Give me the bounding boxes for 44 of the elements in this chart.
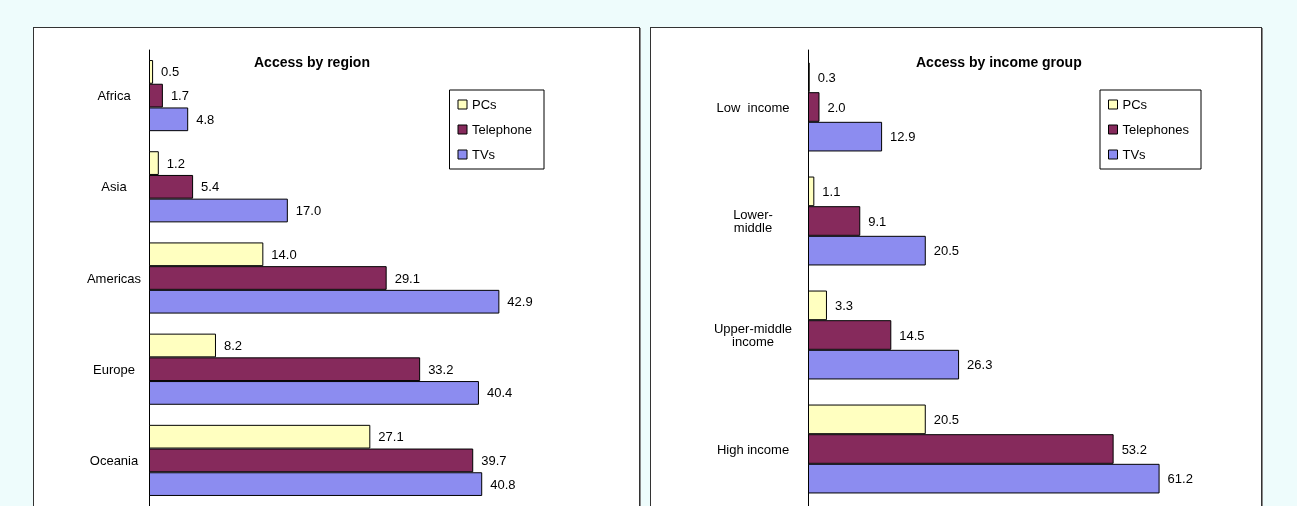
data-label: 1.2 <box>166 155 185 171</box>
legend-label: TVs <box>472 147 496 162</box>
data-label: 1.7 <box>170 88 189 104</box>
y-tick-label: Asia <box>101 179 128 195</box>
chart-title: Access by region <box>254 54 370 70</box>
data-label: 61.2 <box>1167 471 1193 487</box>
data-label: 17.0 <box>295 203 322 219</box>
chart-title: Access by income group <box>916 54 1082 70</box>
y-tick-label: Upper-middle income <box>713 321 793 349</box>
y-tick-label: Oceania <box>89 452 139 468</box>
data-label: 26.3 <box>967 357 993 373</box>
data-label: 39.7 <box>481 452 507 468</box>
data-label: 2.0 <box>827 99 846 115</box>
data-label: 53.2 <box>1121 441 1147 457</box>
data-label: 20.5 <box>933 243 960 259</box>
y-tick-label: Africa <box>97 88 132 104</box>
data-label: 0.3 <box>817 69 836 85</box>
data-label: 0.5 <box>161 64 180 80</box>
legend-label: Telephone <box>472 122 532 137</box>
data-label: 20.5 <box>933 411 960 427</box>
data-label: 8.2 <box>223 337 243 353</box>
data-label: 12.9 <box>890 129 916 145</box>
data-label: 5.4 <box>201 179 220 195</box>
y-tick-label: Europe <box>93 361 135 377</box>
data-label: 14.5 <box>899 327 925 343</box>
legend-label: TVs <box>1122 147 1147 162</box>
data-label: 40.8 <box>490 476 516 492</box>
data-label: 3.3 <box>834 297 854 313</box>
data-label: 4.8 <box>196 111 215 127</box>
legend-label: Telephones <box>1122 122 1190 137</box>
data-label: 1.1 <box>822 183 841 199</box>
data-label: 14.0 <box>271 246 297 262</box>
data-label: 40.4 <box>486 385 513 401</box>
y-tick-label: Americas <box>86 270 142 286</box>
data-label: 27.1 <box>378 429 404 445</box>
y-tick-label: Lower- middle <box>733 207 773 235</box>
y-tick-label: Low income <box>716 99 790 115</box>
data-label: 9.1 <box>868 213 887 229</box>
y-tick-label: High income <box>716 441 790 457</box>
data-label: 29.1 <box>394 270 420 286</box>
legend-label: PCs <box>1122 97 1148 112</box>
data-label: 33.2 <box>428 361 454 377</box>
legend-label: PCs <box>472 97 498 112</box>
data-label: 42.9 <box>507 294 533 310</box>
